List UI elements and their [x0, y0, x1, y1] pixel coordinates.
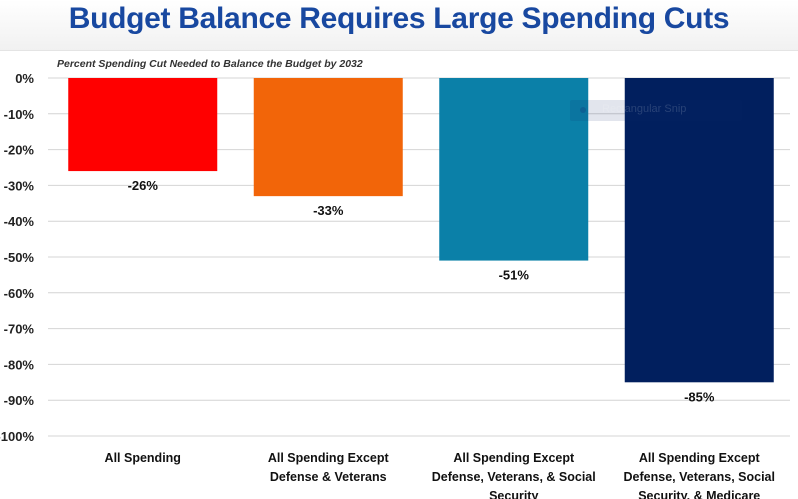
data-label: -85% — [684, 389, 715, 404]
data-label: -51% — [499, 268, 530, 283]
y-tick-label: -20% — [4, 143, 35, 158]
x-category-label: All Spending — [105, 451, 181, 465]
x-category-label: Defense, Veterans, & Social — [432, 470, 596, 484]
x-category-label: Defense, Veterans, Social — [624, 470, 775, 484]
y-tick-label: -60% — [4, 286, 35, 301]
data-label: -33% — [313, 203, 344, 218]
x-category-label: All Spending Except — [268, 451, 390, 465]
y-tick-label: -10% — [4, 107, 35, 122]
y-tick-label: -30% — [4, 178, 35, 193]
bar — [439, 78, 589, 261]
y-tick-label: -70% — [4, 322, 35, 337]
y-tick-label: -50% — [4, 250, 35, 265]
y-tick-label: -80% — [4, 357, 35, 372]
bar — [624, 78, 774, 383]
chart-title: Budget Balance Requires Large Spending C… — [68, 2, 730, 35]
x-category-label: Security, & Medicare — [638, 489, 760, 499]
y-tick-label: -90% — [4, 393, 35, 408]
title-banner: Budget Balance Requires Large Spending C… — [0, 0, 798, 51]
x-category-label: Defense & Veterans — [270, 470, 387, 484]
x-category-label: All Spending Except — [453, 451, 575, 465]
data-label: -26% — [128, 178, 159, 193]
x-category-label: Security — [489, 489, 538, 499]
bar — [68, 78, 218, 172]
y-tick-label: 0% — [15, 71, 34, 86]
snip-label: Rectangular Snip — [602, 103, 687, 115]
snip-icon — [580, 107, 586, 113]
y-tick-label: -40% — [4, 214, 35, 229]
rectangular-snip-tooltip: Rectangular Snip — [570, 100, 742, 121]
chart-subtitle: Percent Spending Cut Needed to Balance t… — [57, 58, 363, 70]
x-category-label: All Spending Except — [639, 451, 761, 465]
y-tick-label: -100% — [0, 429, 34, 444]
bar — [253, 78, 403, 197]
